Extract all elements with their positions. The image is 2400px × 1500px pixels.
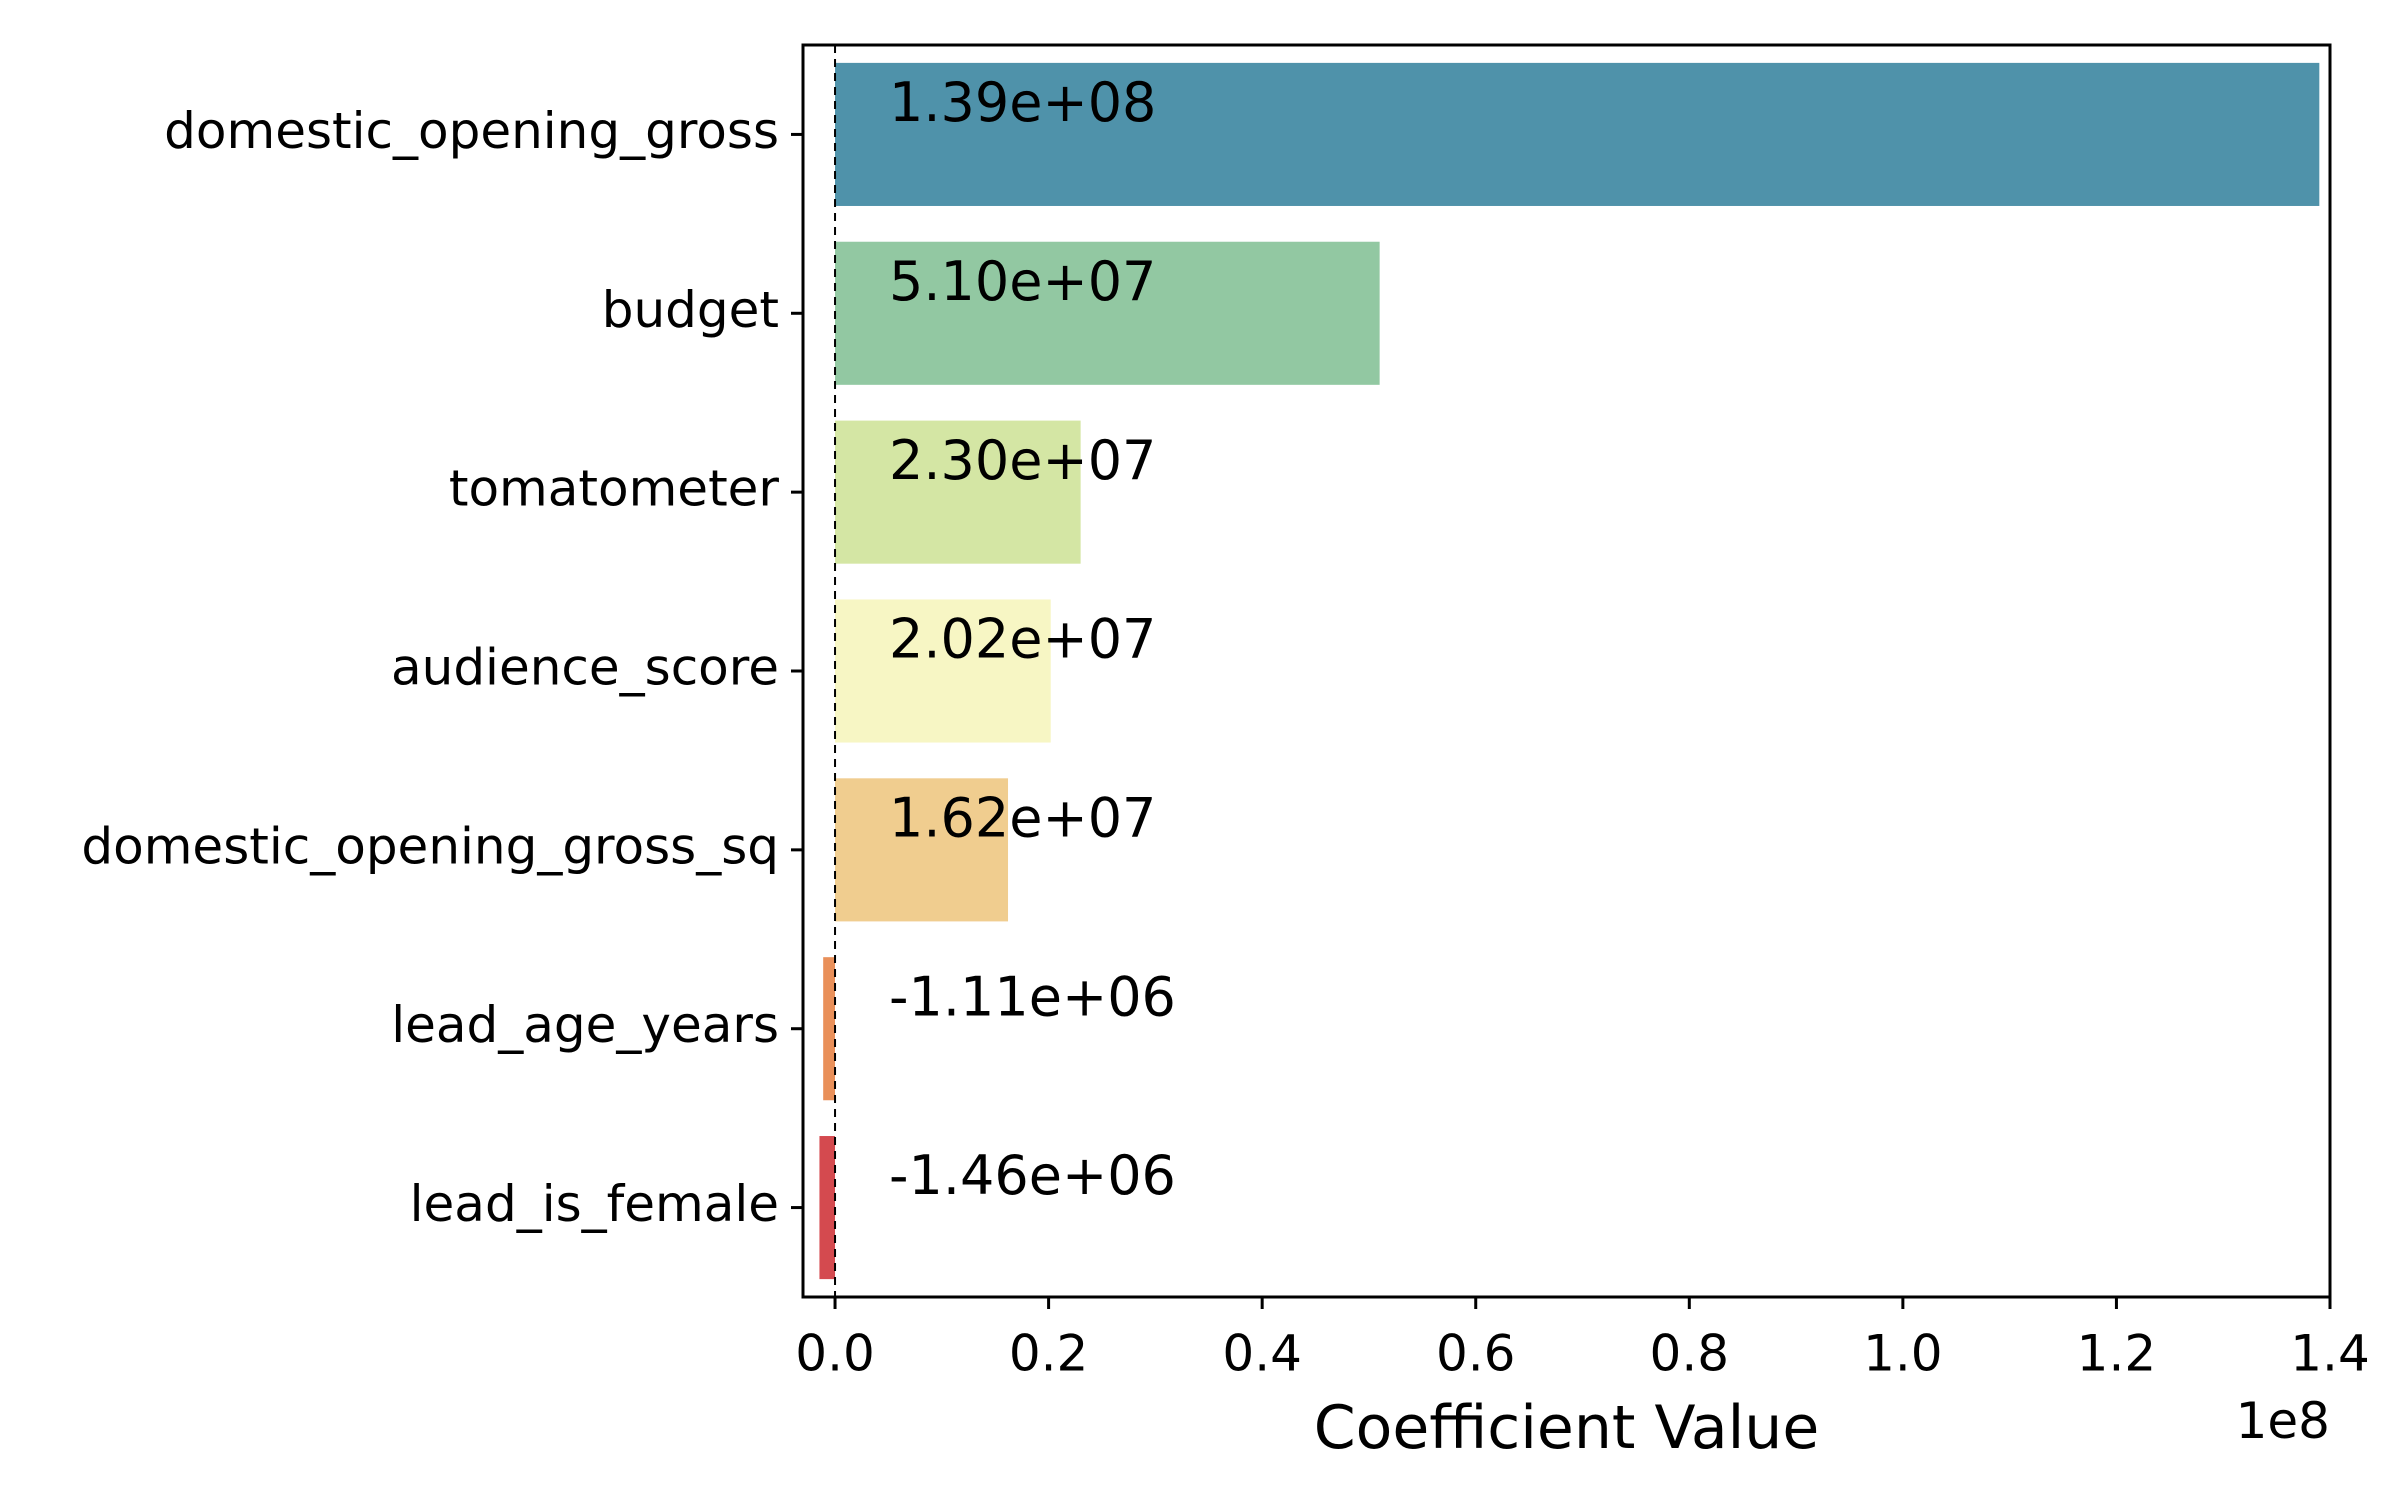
x-axis: 0.0 0.2 0.4 0.6 0.8 1.0 1.2 1.4 bbox=[795, 1297, 2370, 1383]
bar-domestic-opening-gross-sq bbox=[835, 778, 1009, 922]
y-tick-label: lead_is_female bbox=[410, 1175, 779, 1233]
x-tick-label: 1.4 bbox=[2290, 1325, 2370, 1383]
x-tick-label: 0.0 bbox=[795, 1325, 875, 1383]
bar-value-label: -1.46e+06 bbox=[889, 1144, 1176, 1207]
bar-lead-is-female bbox=[819, 1136, 836, 1280]
bar-value-label: 2.02e+07 bbox=[889, 608, 1156, 671]
y-tick-label: domestic_opening_gross_sq bbox=[81, 817, 779, 875]
bar-audience-score bbox=[835, 599, 1051, 743]
x-axis-title: Coefficient Value bbox=[1314, 1393, 1820, 1463]
y-tick-label: budget bbox=[602, 281, 779, 339]
bar-budget bbox=[835, 241, 1380, 385]
bar-value-label: 1.62e+07 bbox=[889, 786, 1156, 849]
y-tick-label: tomatometer bbox=[449, 460, 780, 518]
x-tick-label: 0.2 bbox=[1009, 1325, 1089, 1383]
x-axis-offset-label: 1e8 bbox=[2236, 1392, 2330, 1450]
x-tick-label: 0.8 bbox=[1650, 1325, 1730, 1383]
x-tick-label: 1.2 bbox=[2077, 1325, 2157, 1383]
bar-value-label: 5.10e+07 bbox=[889, 250, 1156, 313]
x-tick-label: 1.0 bbox=[1863, 1325, 1943, 1383]
bars-group bbox=[819, 62, 2320, 1280]
bar-value-label: 1.39e+08 bbox=[889, 71, 1156, 134]
bar-domestic-opening-gross bbox=[835, 62, 2320, 206]
bar-value-labels: 1.39e+08 5.10e+07 2.30e+07 2.02e+07 1.62e+07… bbox=[889, 71, 1176, 1207]
y-tick-label: lead_age_years bbox=[391, 996, 779, 1054]
x-tick-label: 0.4 bbox=[1222, 1325, 1302, 1383]
x-tick-label: 0.6 bbox=[1436, 1325, 1516, 1383]
bar-lead-age-years bbox=[823, 957, 836, 1101]
bar-value-label: -1.11e+06 bbox=[889, 965, 1176, 1028]
y-tick-label: domestic_opening_gross bbox=[164, 102, 779, 160]
bar-tomatometer bbox=[835, 420, 1081, 564]
y-tick-label: audience_score bbox=[391, 639, 779, 697]
bar-value-label: 2.30e+07 bbox=[889, 429, 1156, 492]
